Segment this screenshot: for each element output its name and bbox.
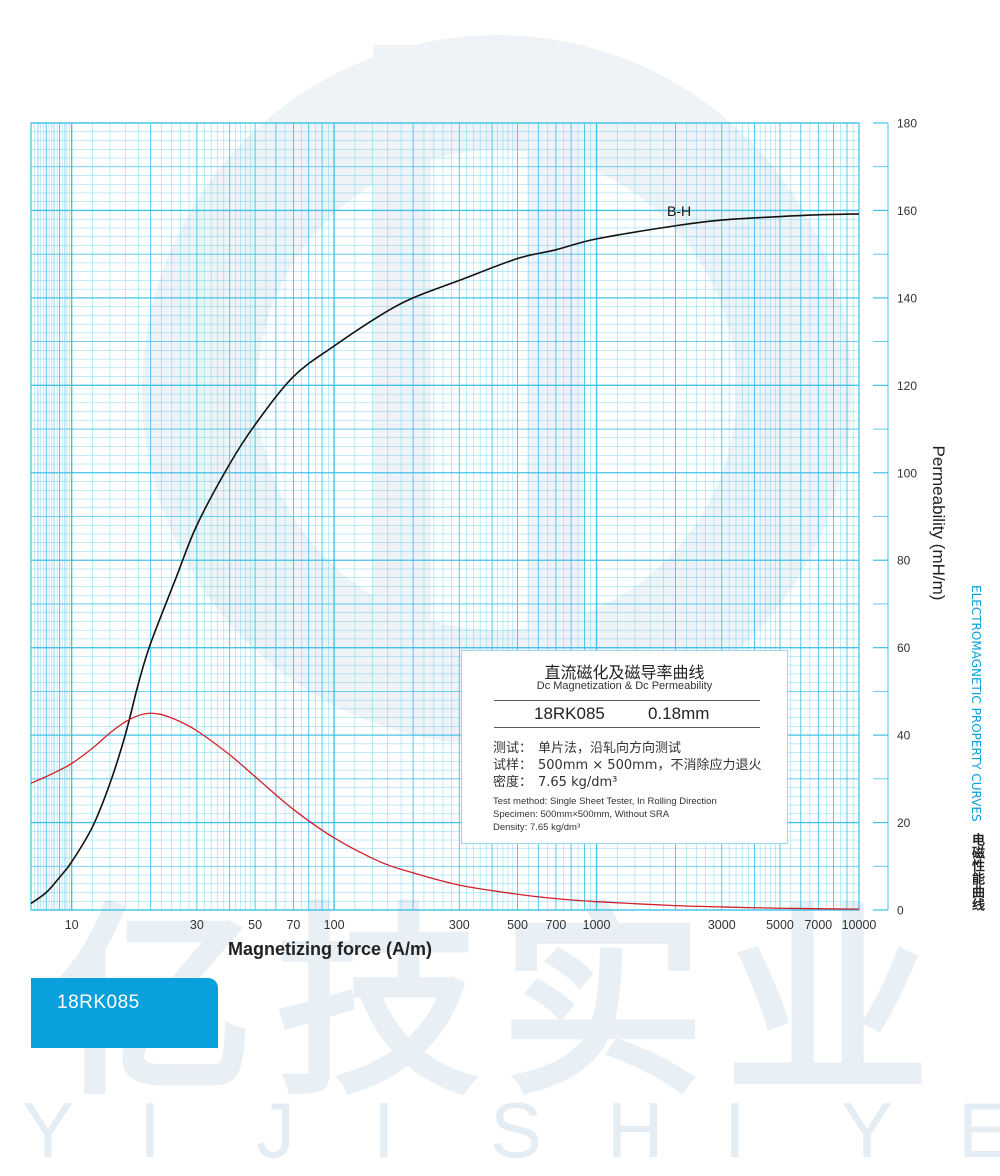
divider — [494, 727, 760, 728]
watermark-letter: I — [373, 1086, 395, 1174]
info-en-test: Test method: Single Sheet Tester, In Rol… — [493, 796, 717, 807]
info-thickness: 0.18mm — [648, 704, 710, 723]
info-row-specimen: 试样： 500mm × 500mm，不消除应力退火 — [493, 758, 762, 773]
watermark-letter: Y — [22, 1086, 75, 1174]
watermark-letter: E — [958, 1086, 1000, 1174]
info-en-specimen: Specimen: 500mm×500mm, Without SRA — [493, 809, 670, 820]
y-tick-label: 20 — [897, 816, 911, 830]
watermark-letter: Y — [841, 1086, 894, 1174]
y-tick-label: 0 — [897, 904, 904, 918]
plot-frame — [30, 122, 860, 911]
info-title-en: Dc Magnetization & Dc Permeability — [536, 680, 713, 692]
x-tick-label: 50 — [248, 918, 262, 932]
x-tick-label: 7000 — [804, 918, 832, 932]
y-tick-label: 100 — [897, 466, 917, 480]
y-tick-label: 160 — [897, 204, 917, 218]
x-axis-ticks: 10 30 50 70 100 300 500 700 1000 3000 5000 7000 1000… — [65, 918, 877, 932]
x-tick-label: 700 — [545, 918, 566, 932]
x-tick-label: 3000 — [708, 918, 736, 932]
watermark-letter: J — [256, 1086, 295, 1174]
x-tick-label: 5000 — [766, 918, 794, 932]
y-tick-label: 140 — [897, 291, 917, 305]
watermark-letter: I — [139, 1086, 161, 1174]
divider — [494, 700, 760, 701]
x-tick-label: 70 — [286, 918, 300, 932]
x-tick-label: 10000 — [842, 918, 877, 932]
y-tick-label: 60 — [897, 641, 911, 655]
side-title-cn: 电磁性能曲线 — [969, 833, 984, 912]
series-line-bh — [30, 213, 860, 905]
side-title: ELECTROMAGNETIC PROPERTY CURVES 电磁性能曲线 — [962, 585, 986, 911]
x-tick-label: 300 — [449, 918, 470, 932]
y-tick-label: 80 — [897, 554, 911, 568]
series-layer — [30, 213, 860, 910]
grade-tab: 18RK085 — [31, 978, 218, 1048]
info-en-density: Density: 7.65 kg/dm³ — [493, 822, 581, 833]
watermark-letter: S — [490, 1086, 543, 1174]
y-tick-label: 120 — [897, 379, 917, 393]
watermark-letter: I — [724, 1086, 746, 1174]
info-box: 直流磁化及磁导率曲线 Dc Magnetization & Dc Permeab… — [461, 650, 788, 844]
x-tick-label: 500 — [507, 918, 528, 932]
info-row-density: 密度： 7.65 kg/dm³ — [493, 775, 618, 790]
info-title-cn: 直流磁化及磁导率曲线 — [544, 663, 705, 682]
y-axis-label: Permeability (mH/m) — [929, 446, 948, 601]
right-axis: 0 20 40 60 80 100 120 140 160 180 — [873, 117, 917, 918]
background-emblem — [142, 35, 852, 745]
x-tick-label: 1000 — [583, 918, 611, 932]
info-grade: 18RK085 — [534, 704, 605, 723]
side-title-en: ELECTROMAGNETIC PROPERTY CURVES — [969, 585, 983, 822]
watermark-letter: H — [607, 1086, 664, 1174]
info-row-test: 测试： 单片法，沿轧向方向测试 — [493, 741, 682, 756]
x-tick-label: 100 — [324, 918, 345, 932]
x-axis-label: Magnetizing force (A/m) — [228, 939, 432, 959]
y-tick-label: 40 — [897, 729, 911, 743]
grade-tab-label: 18RK085 — [57, 992, 140, 1013]
x-tick-label: 30 — [190, 918, 204, 932]
y-tick-label: 180 — [897, 117, 917, 131]
series-label-bh: B-H — [667, 203, 691, 219]
series-line-permeability — [30, 712, 860, 910]
x-tick-label: 10 — [65, 918, 79, 932]
